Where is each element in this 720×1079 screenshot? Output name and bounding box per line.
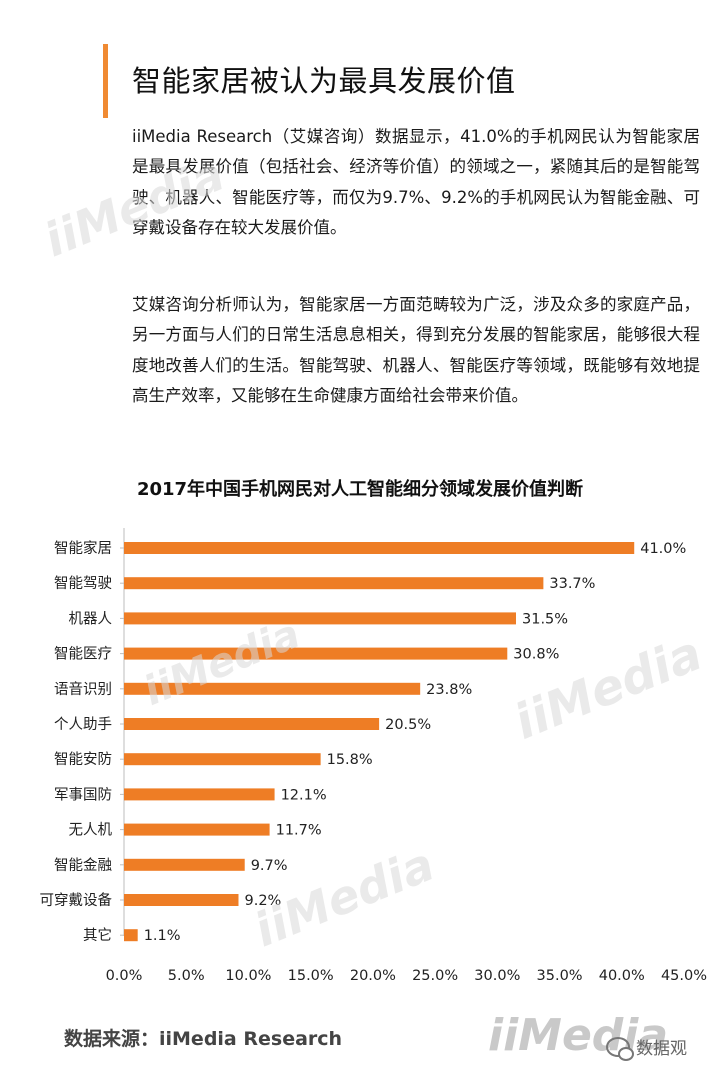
intro-paragraph: iiMedia Research（艾媒咨询）数据显示，41.0%的手机网民认为智… [132,127,700,238]
chart-title: 2017年中国手机网民对人工智能细分领域发展价值判断 [136,479,584,500]
data-label: 11.7% [276,823,322,839]
wechat-icon [606,1036,634,1061]
wechat-account-name: 数据观 [636,1039,687,1059]
data-label: 9.7% [251,858,288,874]
x-tick-label: 45.0% [661,968,707,984]
category-label: 机器人 [69,610,113,627]
category-label: 智能金融 [54,857,112,874]
category-label: 智能家居 [54,540,112,557]
x-tick-label: 25.0% [412,968,458,984]
wechat-badge[interactable]: 数据观 [606,1034,687,1061]
category-label: 语音识别 [54,681,112,698]
x-tick-label: 20.0% [350,968,396,984]
data-label: 12.1% [281,787,327,803]
bar [124,929,138,942]
bar [124,612,516,625]
data-label: 9.2% [244,893,281,909]
x-tick-label: 0.0% [106,968,143,984]
x-tick-label: 40.0% [599,968,645,984]
data-label: 1.1% [144,928,181,944]
category-label: 无人机 [69,822,113,839]
data-label: 41.0% [640,541,686,557]
bar-chart: 智能家居 41.0% 智能驾驶 33.7% 机器人 31.5% 智能医疗 30.8% 语音识别 2… [40,528,707,984]
x-tick-label: 15.0% [288,968,334,984]
bar [124,823,270,836]
category-label: 智能医疗 [54,646,112,663]
category-label: 可穿戴设备 [40,892,113,909]
bar [124,894,239,906]
title-accent-bar [103,44,108,118]
category-label: 智能驾驶 [54,575,112,592]
page-title: 智能家居被认为最具发展价值 [132,64,516,98]
bar [124,858,245,871]
x-tick-label: 35.0% [537,968,583,984]
data-label: 31.5% [522,611,568,627]
category-label: 智能安防 [54,751,112,768]
category-label: 军事国防 [54,786,112,803]
category-label: 其它 [83,926,112,944]
data-label: 30.8% [513,647,559,663]
bar [124,753,321,766]
x-tick-label: 5.0% [168,968,205,984]
bar [124,788,275,801]
bar [124,542,635,554]
data-label: 15.8% [327,752,373,768]
category-label: 个人助手 [54,716,112,733]
brand-logo: iiMedia [488,1010,669,1061]
data-label: 33.7% [549,576,595,592]
data-label: 23.8% [426,682,472,698]
source-note: 数据来源：iiMedia Research [64,1028,343,1050]
bar [124,682,421,695]
bar [124,718,380,730]
analysis-paragraph: 艾媒咨询分析师认为，智能家居一方面范畴较为广泛，涉及众多的家庭产品，另一方面与人… [132,295,700,406]
x-tick-label: 10.0% [225,968,271,984]
bar [124,577,544,590]
data-label: 20.5% [385,717,431,733]
bar [124,647,508,660]
x-tick-label: 30.0% [474,968,520,984]
